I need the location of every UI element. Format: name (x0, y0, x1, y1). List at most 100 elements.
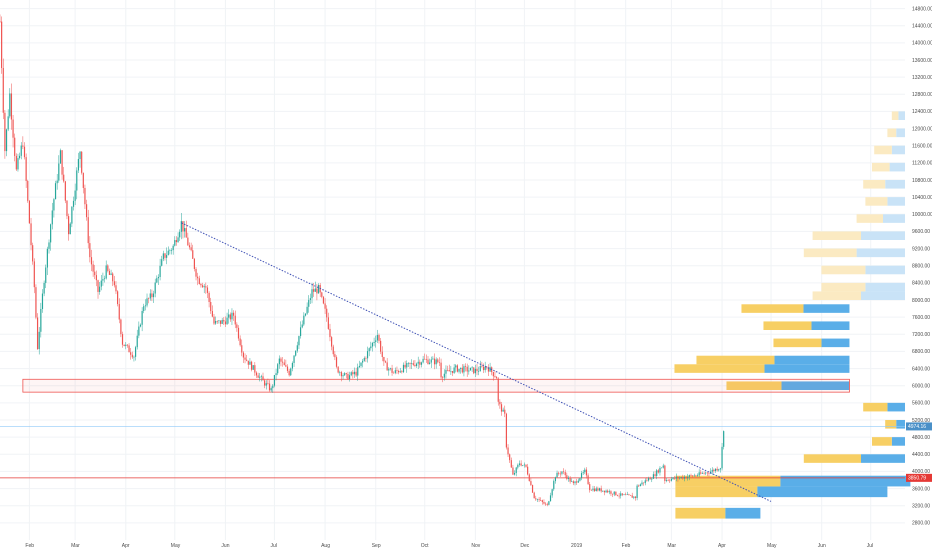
candle-body (649, 478, 651, 480)
candle-body (461, 367, 463, 373)
candle-body (76, 170, 78, 191)
candle-body (672, 477, 674, 479)
candle-body (478, 371, 480, 372)
candle-body (342, 375, 344, 377)
volume-profile-history-up (856, 248, 905, 258)
candle-body (500, 404, 503, 412)
candle-body (164, 253, 166, 258)
candle-body (293, 355, 295, 363)
candle-body (664, 465, 666, 481)
candle-body (130, 352, 132, 355)
candle-body (143, 306, 145, 312)
candle-body (63, 174, 65, 182)
volume-profile-history-up (865, 265, 905, 275)
candle-body (285, 365, 287, 367)
candle-body (543, 501, 545, 504)
candle-body (74, 190, 76, 201)
candle-body (241, 345, 243, 353)
volume-profile-bar-up (780, 475, 911, 487)
candle-body (456, 365, 459, 372)
candle-body (260, 376, 262, 377)
volume-profile-history-down (863, 402, 888, 412)
candle-body (665, 480, 668, 481)
candle-body (442, 377, 444, 379)
candle-body (458, 368, 460, 372)
x-tick-label: Mar (71, 543, 80, 549)
candle-body (512, 467, 514, 475)
candle-body (425, 359, 427, 360)
candle-body (610, 491, 612, 494)
candle-body (631, 495, 633, 498)
candle-body (621, 493, 623, 495)
candle-body (504, 409, 506, 414)
volume-profile-history-up (887, 197, 905, 206)
candle-body (89, 243, 91, 258)
candle-body (407, 362, 409, 364)
candle-body (690, 475, 692, 476)
volume-profile-history-down (821, 265, 866, 275)
candle-body (56, 180, 58, 184)
volume-profile-history-up (889, 162, 905, 172)
candle-body (244, 357, 246, 360)
candle-body (108, 270, 111, 275)
candle-body (9, 93, 11, 117)
candle-body (486, 366, 488, 368)
candle-body (607, 490, 609, 493)
candle-body (659, 467, 661, 473)
candle-body (558, 472, 560, 474)
volume-profile-history-up (883, 214, 905, 223)
candle-body (40, 308, 42, 332)
candle-body (54, 183, 57, 200)
candle-body (378, 335, 380, 341)
candle-body (278, 358, 280, 365)
candle-body (45, 267, 47, 283)
candle-body (236, 324, 238, 328)
candle-body (200, 284, 202, 286)
candle-body (306, 306, 308, 314)
candle-body (208, 292, 210, 303)
candle-body (615, 491, 617, 496)
candle-body (411, 363, 413, 364)
y-tick-label: 12800.00 (912, 92, 932, 98)
candle-body (327, 317, 329, 329)
candle-body (509, 454, 511, 461)
candle-body (161, 259, 163, 266)
candle-body (216, 320, 218, 322)
candle-body (489, 367, 491, 372)
y-tick-label: 13200.00 (912, 75, 932, 81)
candle-body (218, 320, 220, 322)
candle-body (580, 473, 583, 479)
candle-body (376, 335, 378, 341)
candle-body (530, 481, 532, 486)
candle-body (84, 187, 86, 205)
candle-body (476, 368, 478, 372)
y-tick-label: 10000.00 (912, 212, 932, 218)
candle-body (33, 261, 35, 288)
candle-body (275, 373, 277, 376)
candle-body (481, 366, 483, 367)
candle-body (249, 361, 251, 365)
candle-body (131, 354, 133, 358)
candle-body (82, 172, 84, 188)
candle-body (331, 337, 333, 347)
candle-body (259, 376, 261, 378)
candle-body (353, 371, 356, 375)
candle-body (713, 469, 715, 471)
candle-body (252, 365, 254, 370)
candle-body (246, 359, 248, 361)
candle-body (185, 228, 187, 238)
candle-body (370, 346, 372, 349)
volume-profile-history-up (896, 420, 905, 429)
candle-body (105, 265, 107, 279)
candle-body (334, 354, 336, 358)
candle-body (535, 498, 537, 500)
candle-body (264, 380, 266, 386)
candle-body (121, 334, 124, 345)
candle-body (556, 472, 558, 478)
candle-body (695, 475, 697, 477)
volume-profile-history-down (891, 111, 899, 120)
candle-body (41, 293, 44, 309)
candle-body (634, 496, 637, 498)
volume-profile-bar-down (741, 304, 804, 313)
